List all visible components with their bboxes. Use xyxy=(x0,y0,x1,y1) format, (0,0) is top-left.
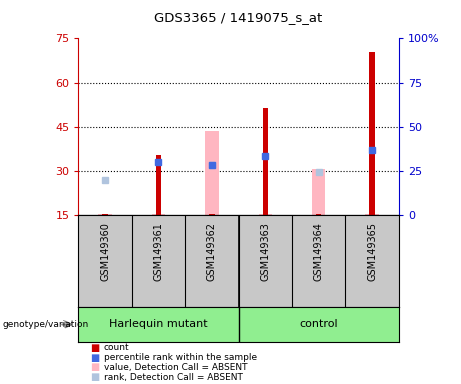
Bar xyxy=(102,214,108,215)
Text: GSM149361: GSM149361 xyxy=(154,222,164,281)
Bar xyxy=(152,214,165,215)
Text: genotype/variation: genotype/variation xyxy=(2,320,89,329)
Bar xyxy=(98,214,112,215)
Text: rank, Detection Call = ABSENT: rank, Detection Call = ABSENT xyxy=(104,373,242,382)
Text: ■: ■ xyxy=(90,372,99,382)
Bar xyxy=(316,214,321,215)
Text: ■: ■ xyxy=(90,343,99,353)
Text: Harlequin mutant: Harlequin mutant xyxy=(109,319,208,329)
Bar xyxy=(209,214,214,215)
Text: value, Detection Call = ABSENT: value, Detection Call = ABSENT xyxy=(104,363,247,372)
Bar xyxy=(156,155,161,215)
Bar xyxy=(366,214,379,215)
Text: GSM149363: GSM149363 xyxy=(260,222,270,281)
Bar xyxy=(369,51,375,215)
Bar xyxy=(312,169,325,215)
Bar xyxy=(259,214,272,215)
Bar xyxy=(263,108,268,215)
Bar xyxy=(205,131,219,215)
Text: ■: ■ xyxy=(90,362,99,372)
Text: GSM149365: GSM149365 xyxy=(367,222,377,281)
Text: GSM149362: GSM149362 xyxy=(207,222,217,281)
Text: ■: ■ xyxy=(90,353,99,362)
Text: GDS3365 / 1419075_s_at: GDS3365 / 1419075_s_at xyxy=(154,12,323,25)
Text: percentile rank within the sample: percentile rank within the sample xyxy=(104,353,257,362)
Text: control: control xyxy=(299,319,338,329)
Text: GSM149360: GSM149360 xyxy=(100,222,110,281)
Text: count: count xyxy=(104,343,130,352)
Text: GSM149364: GSM149364 xyxy=(313,222,324,281)
